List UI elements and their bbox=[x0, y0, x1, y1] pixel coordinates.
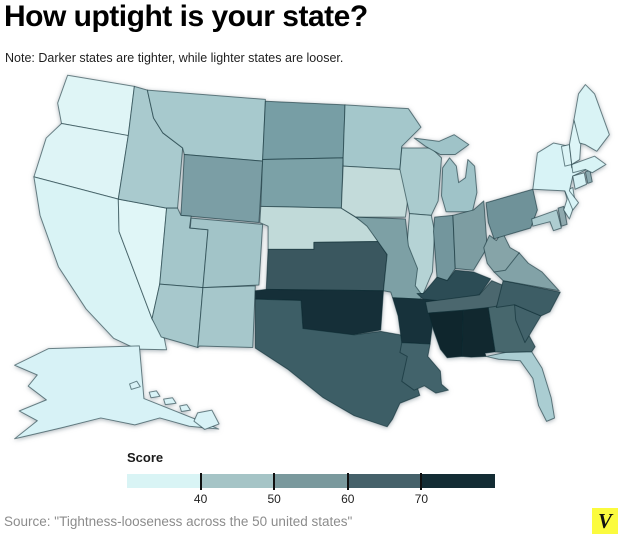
state-nm bbox=[198, 286, 255, 348]
state-tx bbox=[255, 299, 420, 427]
vox-logo-letter: V bbox=[597, 508, 612, 533]
state-hi bbox=[149, 391, 160, 398]
state-la bbox=[400, 343, 448, 394]
state-ak bbox=[15, 346, 219, 439]
legend-segment bbox=[421, 474, 495, 488]
state-nh bbox=[569, 120, 580, 165]
state-in bbox=[433, 215, 455, 280]
state-de bbox=[558, 206, 567, 226]
legend: Score 40 50 60 70 bbox=[127, 450, 497, 506]
us-choropleth-map bbox=[10, 72, 614, 442]
state-az bbox=[152, 284, 203, 347]
state-md bbox=[532, 210, 562, 231]
legend-tick bbox=[273, 473, 276, 490]
state-sd bbox=[261, 158, 343, 208]
vox-logo: V bbox=[592, 508, 618, 534]
state-wv bbox=[484, 232, 519, 272]
state-ms bbox=[429, 310, 463, 357]
legend-segment bbox=[127, 474, 201, 488]
map-svg bbox=[10, 72, 614, 442]
state-ks bbox=[266, 242, 387, 291]
legend-segment bbox=[200, 474, 275, 488]
state-mi bbox=[442, 158, 477, 212]
legend-segment bbox=[347, 474, 422, 488]
state-wy bbox=[181, 155, 263, 223]
state-hi bbox=[164, 398, 176, 405]
source-text: Source: "Tightness-looseness across the … bbox=[4, 514, 353, 529]
legend-tick-label: 40 bbox=[193, 492, 208, 506]
note: Note: Darker states are tighter, while l… bbox=[5, 51, 344, 65]
state-ct bbox=[573, 173, 587, 190]
state-hi bbox=[194, 410, 219, 429]
state-ia bbox=[341, 166, 409, 217]
legend-segment bbox=[274, 474, 348, 488]
legend-tick-label: 60 bbox=[341, 492, 355, 506]
legend-tick bbox=[420, 473, 423, 490]
state-me bbox=[574, 85, 609, 152]
state-nc bbox=[496, 281, 560, 316]
state-hi bbox=[180, 405, 191, 412]
state-mi-up bbox=[414, 135, 469, 155]
legend-tick-label: 50 bbox=[267, 492, 281, 506]
state-nd bbox=[263, 101, 345, 159]
state-hi bbox=[130, 381, 141, 389]
legend-bar: 40 50 60 70 bbox=[127, 473, 495, 506]
page-title: How uptight is your state? bbox=[4, 0, 368, 33]
legend-tick bbox=[346, 473, 349, 490]
legend-label: Score bbox=[127, 450, 164, 465]
state-fl bbox=[486, 352, 554, 422]
legend-tick-label: 70 bbox=[414, 492, 429, 506]
legend-tick bbox=[199, 473, 202, 490]
state-ma bbox=[572, 156, 606, 173]
state-pa bbox=[486, 189, 537, 239]
